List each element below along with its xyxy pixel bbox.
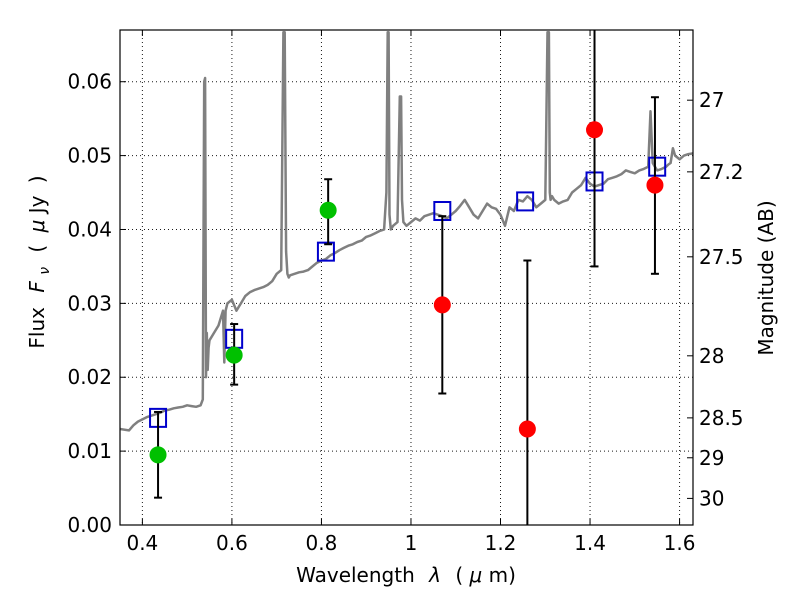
y-axis-label-mu: μ xyxy=(25,220,49,234)
y-axis-label-unit: Jy xyxy=(25,195,49,215)
y2-tick-label: 27.5 xyxy=(699,245,744,269)
x-axis-label-word: Wavelength xyxy=(296,563,415,587)
y2-tick-label: 30 xyxy=(699,486,724,510)
y2-tick-label: 27.2 xyxy=(699,160,744,184)
model-photometry-square xyxy=(516,191,535,212)
y-tick-label: 0.04 xyxy=(67,217,112,241)
grid xyxy=(120,30,693,526)
x-tick-label: 1 xyxy=(405,531,418,555)
model-spectrum-line xyxy=(120,30,693,432)
observed-flux-point xyxy=(433,296,451,314)
plot-area xyxy=(120,30,693,525)
x-axis-label-symbol: λ xyxy=(428,563,441,587)
y2-tick-label: 28 xyxy=(699,344,724,368)
x-axis-label-mu: μ xyxy=(469,563,483,587)
x-axis-label-unit: m) xyxy=(489,563,516,587)
y-axis-label-open: ( xyxy=(25,245,49,253)
y-tick-label: 0.01 xyxy=(67,439,112,463)
x-axis-label: Wavelength λ ( μ m) xyxy=(296,563,516,587)
y-axis-label: Flux F ν ( μ Jy ) xyxy=(25,175,54,348)
y2-axis-label: Magnitude (AB) xyxy=(754,200,778,355)
model-photometry-square xyxy=(648,156,667,177)
observed-flux-point xyxy=(149,446,167,464)
x-axis-label-open: ( xyxy=(455,563,463,587)
y-axis-label-symbol: F xyxy=(25,281,49,293)
y-axis-label-word: Flux xyxy=(25,307,49,349)
x-tick-label: 0.4 xyxy=(126,531,158,555)
y-tick-label: 0.02 xyxy=(67,365,112,389)
ticks: 0.4 0.6 0.8 1 1.2 1.4 1.6 0.00 0.01 0.02 0.03 0.04 0… xyxy=(67,30,744,555)
observed-flux-point xyxy=(225,346,243,364)
y2-tick-label: 28.5 xyxy=(699,406,744,430)
axes-frame xyxy=(119,29,694,526)
y2-tick-label: 29 xyxy=(699,446,724,470)
y-axis-label-close: ) xyxy=(25,175,49,183)
x-tick-label: 1.6 xyxy=(664,531,696,555)
y2-tick-label: 27 xyxy=(699,88,724,112)
y-tick-label: 0.00 xyxy=(67,513,112,537)
x-tick-label: 1.4 xyxy=(574,531,606,555)
x-tick-label: 1.2 xyxy=(485,531,517,555)
model-photometry-square xyxy=(316,241,335,262)
y-tick-label: 0.05 xyxy=(67,144,112,168)
observed-flux-point xyxy=(646,176,664,194)
observed-flux-point xyxy=(319,201,337,219)
y-axis-label-nu: ν xyxy=(37,267,53,275)
observed-flux-point xyxy=(586,121,604,139)
y-tick-label: 0.06 xyxy=(67,70,112,94)
x-tick-label: 0.6 xyxy=(216,531,248,555)
x-tick-label: 0.8 xyxy=(306,531,338,555)
observed-flux-point xyxy=(518,420,536,438)
y-tick-label: 0.03 xyxy=(67,291,112,315)
